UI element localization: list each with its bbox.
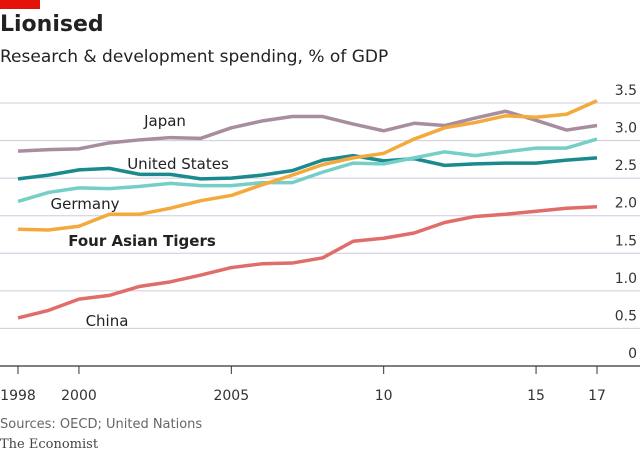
series-line [17,204,598,320]
x-tick-label: 1998 [0,388,36,404]
publisher: The Economist [0,437,99,452]
series-line [17,109,598,153]
y-tick-label: 1.5 [615,233,637,249]
chart-title: Lionised [0,12,104,37]
y-tick-label: 3.0 [615,121,637,137]
brand-tag [0,0,40,9]
y-tick-label: 3.5 [615,83,637,99]
series-label: Germany [51,195,120,213]
y-tick-label: 0 [628,346,637,362]
chart-subtitle: Research & development spending, % of GD… [0,47,388,67]
x-tick-label: 2000 [61,388,97,404]
series-line [17,137,598,204]
y-tick-label: 2.0 [615,196,637,212]
y-tick-label: 0.5 [615,308,637,324]
x-tick-label: 10 [375,388,393,404]
x-tick-label: 2005 [213,388,249,404]
series-label: United States [127,155,229,173]
x-tick-label: 15 [527,388,545,404]
source: Sources: OECD; United Nations [0,417,202,432]
y-tick-label: 2.5 [615,158,637,174]
series-label: Four Asian Tigers [68,232,216,250]
series-line [17,99,598,232]
series-label: Japan [143,112,186,130]
series-line [17,153,598,181]
y-tick-label: 1.0 [615,271,637,287]
x-tick-label: 17 [588,388,606,404]
series-label: China [86,312,129,330]
